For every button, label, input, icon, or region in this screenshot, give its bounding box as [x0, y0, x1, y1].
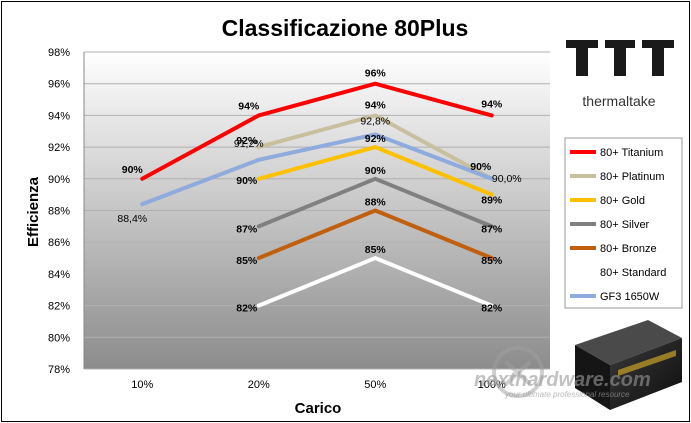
legend-label: 80+ Titanium — [600, 147, 663, 159]
y-tick-label: 88% — [48, 206, 70, 218]
data-label: 96% — [365, 68, 387, 80]
data-label: 94% — [365, 99, 387, 111]
data-label: 94% — [238, 100, 260, 112]
data-label: 87% — [481, 223, 503, 235]
watermark: nexthardware.com your ultimate professio… — [474, 346, 651, 399]
y-tick-label: 90% — [48, 174, 70, 186]
data-label: 94% — [481, 98, 503, 110]
y-axis-title: Efficienza — [25, 176, 42, 247]
y-tick-label: 84% — [48, 269, 70, 281]
legend-label: GF3 1650W — [600, 291, 660, 303]
data-label: 82% — [236, 303, 258, 315]
data-label: 90% — [122, 164, 144, 176]
x-tick-label: 50% — [364, 379, 386, 391]
data-label: 92,8% — [360, 115, 390, 127]
gridlines — [83, 51, 550, 370]
y-tick-label: 82% — [48, 301, 70, 313]
y-tick-label: 86% — [48, 237, 70, 249]
series-line-gf3-1650w — [140, 132, 494, 207]
data-label: 89% — [481, 195, 503, 207]
data-label: 85% — [365, 244, 387, 256]
x-axis-title: Carico — [295, 400, 342, 417]
data-label: 91,2% — [234, 138, 264, 150]
legend-label: 80+ Gold — [600, 195, 645, 207]
data-label: 82% — [481, 303, 503, 315]
y-tick-label: 78% — [48, 364, 70, 376]
legend-label: 80+ Standard — [600, 267, 666, 279]
data-label: 88,4% — [117, 213, 147, 225]
x-axis-ticks: 10% 20% 50% 100% — [131, 379, 506, 391]
series-line-80-titanium — [140, 81, 494, 181]
legend-label: 80+ Silver — [600, 219, 650, 231]
y-axis-ticks: 78% 80% 82% 84% 86% 88% 90% 92% 94% 96% 98% — [48, 47, 70, 376]
thermaltake-tt-logo: thermaltake — [566, 40, 674, 109]
data-label: 85% — [236, 255, 258, 267]
data-label: 90,0% — [492, 173, 522, 185]
legend: 80+ Titanium 80+ Platinum 80+ Gold 80+ Silv… — [570, 147, 666, 303]
y-tick-label: 80% — [48, 332, 70, 344]
series-line-80-silver — [256, 176, 494, 229]
x-tick-label: 10% — [131, 379, 153, 391]
y-tick-label: 94% — [48, 110, 70, 122]
series-line-80-gold — [256, 145, 494, 197]
data-label: 92% — [236, 135, 258, 147]
watermark-tagline: your ultimate professional resource — [504, 390, 630, 399]
data-label: 87% — [236, 223, 258, 235]
data-label: 85% — [481, 255, 503, 267]
legend-label: 80+ Platinum — [600, 171, 665, 183]
y-tick-label: 92% — [48, 142, 70, 154]
y-tick-label: 96% — [48, 79, 70, 91]
series-lines — [140, 81, 494, 308]
y-tick-label: 98% — [48, 47, 70, 59]
series-line-80-standard — [256, 256, 494, 308]
legend-label: 80+ Bronze — [600, 243, 657, 255]
data-label: 90% — [365, 165, 387, 177]
chart-title: Classificazione 80Plus — [222, 15, 469, 41]
data-label: 90% — [236, 175, 258, 187]
data-label: 90% — [470, 161, 492, 173]
brand-name: thermaltake — [582, 93, 655, 109]
data-labels: 90% 94% 96% 94% 92% 94% 90% 90% 92% 89% 87% 90% 87% 8… — [117, 68, 521, 315]
psu-product-image-icon — [575, 320, 682, 410]
series-line-80-bronze — [256, 208, 494, 261]
series-line-80-platinum — [256, 113, 494, 181]
x-tick-label: 20% — [248, 379, 270, 391]
data-label: 88% — [365, 197, 387, 209]
watermark-text: nexthardware.com — [474, 369, 651, 391]
data-label: 92% — [365, 133, 387, 145]
